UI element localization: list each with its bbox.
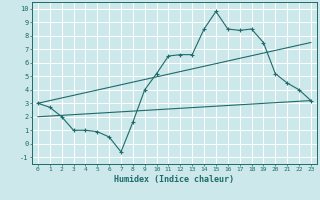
- X-axis label: Humidex (Indice chaleur): Humidex (Indice chaleur): [115, 175, 234, 184]
